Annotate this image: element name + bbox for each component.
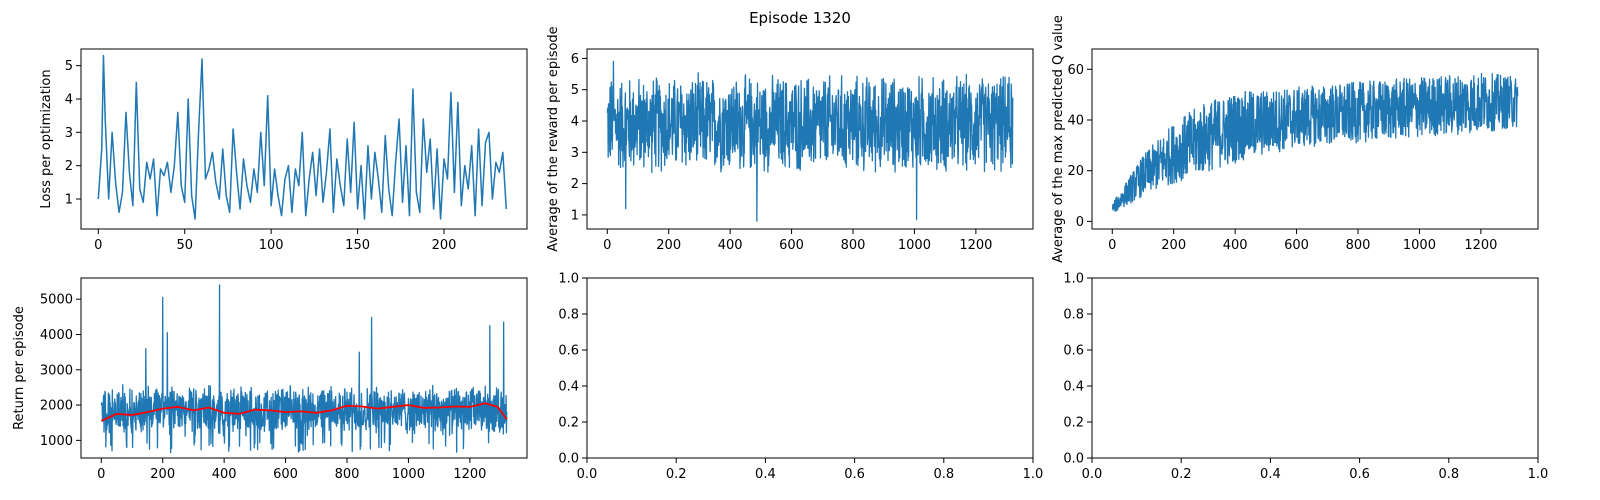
subplot-bottom-left: 0 200 400 600 800 1000 1200 1000 2000 3000 4000 500… (12, 277, 528, 482)
y-tick-label: 3 (65, 126, 73, 141)
reward-line (606, 60, 1014, 222)
x-tick-label: 1000 (1403, 238, 1436, 253)
y-tick-label: 3000 (40, 363, 73, 378)
y-tick-label: 0.6 (1063, 344, 1084, 359)
y-tick-label: 1.0 (1063, 272, 1084, 287)
x-tick-label: 600 (273, 467, 298, 482)
axes-frame (1091, 277, 1539, 459)
y-axis-label: Loss per optimization (39, 69, 54, 208)
x-tick-label: 400 (212, 467, 237, 482)
q-value-line (1111, 72, 1519, 212)
axes-frame (586, 277, 1034, 459)
y-tick-label: 5 (571, 83, 579, 98)
x-tick-label: 0 (1108, 238, 1116, 253)
y-tick-label: 60 (1067, 63, 1084, 78)
loss-line (97, 54, 508, 220)
y-tick-label: 2000 (40, 399, 73, 414)
x-tick-label: 0.6 (1349, 467, 1370, 482)
x-tick-label: 0.0 (577, 467, 598, 482)
x-tick-label: 200 (656, 238, 681, 253)
x-tick-label: 0.4 (755, 467, 776, 482)
x-tick-label: 0 (94, 238, 102, 253)
subplot-bottom-right: 0.0 0.2 0.4 0.6 0.8 1.0 0.0 0.2 0.4 0.6 0.8 1.0 (1063, 272, 1548, 483)
y-tick-label: 0 (1076, 215, 1084, 230)
y-tick-label: 0.2 (558, 416, 579, 431)
x-tick-label: 1000 (898, 238, 931, 253)
y-tick-label: 40 (1067, 113, 1084, 128)
x-tick-label: 0.6 (844, 467, 865, 482)
x-tick-label: 600 (779, 238, 804, 253)
y-tick-label: 3 (571, 146, 579, 161)
x-tick-label: 400 (1223, 238, 1248, 253)
y-tick-label: 2 (65, 159, 73, 174)
x-tick-label: 1000 (392, 467, 425, 482)
y-tick-label: 0.4 (558, 380, 579, 395)
x-tick-label: 0 (603, 238, 611, 253)
x-tick-label: 0.8 (933, 467, 954, 482)
x-tick-label: 0.4 (1260, 467, 1281, 482)
x-tick-label: 800 (335, 467, 360, 482)
axes-frame (1091, 48, 1539, 230)
x-tick-label: 150 (345, 238, 370, 253)
x-tick-label: 1200 (959, 238, 992, 253)
y-tick-label: 0.6 (558, 344, 579, 359)
return-line (100, 284, 508, 454)
x-tick-label: 200 (1161, 238, 1186, 253)
x-tick-label: 0.8 (1438, 467, 1459, 482)
y-axis-label: Average of the reward per episode (546, 26, 561, 251)
x-tick-label: 1200 (453, 467, 486, 482)
y-tick-label: 1.0 (558, 272, 579, 287)
y-tick-label: 0.8 (1063, 308, 1084, 323)
x-tick-label: 600 (1284, 238, 1309, 253)
y-tick-label: 2 (571, 177, 579, 192)
y-tick-label: 0.2 (1063, 416, 1084, 431)
y-tick-label: 0.0 (558, 452, 579, 467)
y-tick-label: 1 (65, 193, 73, 208)
y-tick-label: 5000 (40, 293, 73, 308)
x-tick-label: 800 (841, 238, 866, 253)
axes-frame (586, 48, 1034, 230)
y-tick-label: 4000 (40, 328, 73, 343)
y-tick-label: 5 (65, 59, 73, 74)
subplot-top-middle: 0 200 400 600 800 1000 1200 1 2 3 4 5 6 Average of th… (546, 26, 1034, 253)
y-tick-label: 0.0 (1063, 452, 1084, 467)
subplot-top-left: 0 50 100 150 200 1 2 3 4 5 Loss per optimization (39, 48, 528, 253)
x-tick-label: 200 (432, 238, 457, 253)
y-tick-label: 0.4 (1063, 380, 1084, 395)
subplot-bottom-middle: 0.0 0.2 0.4 0.6 0.8 1.0 0.0 0.2 0.4 0.6 0.8 1.0 (558, 272, 1043, 483)
x-tick-label: 0.2 (666, 467, 687, 482)
figure-title: Episode 1320 (749, 9, 851, 27)
x-tick-label: 100 (259, 238, 284, 253)
x-tick-label: 1.0 (1023, 467, 1044, 482)
x-tick-label: 1.0 (1528, 467, 1549, 482)
x-tick-label: 400 (718, 238, 743, 253)
y-tick-label: 4 (65, 93, 73, 108)
y-tick-label: 0.8 (558, 308, 579, 323)
x-tick-label: 200 (150, 467, 175, 482)
axes-frame (80, 48, 528, 230)
y-axis-label: Return per episode (12, 306, 27, 430)
axes-frame (80, 277, 528, 459)
x-tick-label: 1200 (1464, 238, 1497, 253)
x-tick-label: 50 (176, 238, 193, 253)
x-tick-label: 0 (97, 467, 105, 482)
return-moving-average-line (100, 402, 508, 422)
x-tick-label: 0.2 (1171, 467, 1192, 482)
y-tick-label: 1 (571, 208, 579, 223)
y-tick-label: 6 (571, 52, 579, 67)
y-tick-label: 1000 (40, 434, 73, 449)
x-tick-label: 800 (1346, 238, 1371, 253)
y-tick-label: 20 (1067, 164, 1084, 179)
y-axis-label: Average of the max predicted Q value (1051, 15, 1066, 263)
x-tick-label: 0.0 (1082, 467, 1103, 482)
y-tick-label: 4 (571, 115, 579, 130)
